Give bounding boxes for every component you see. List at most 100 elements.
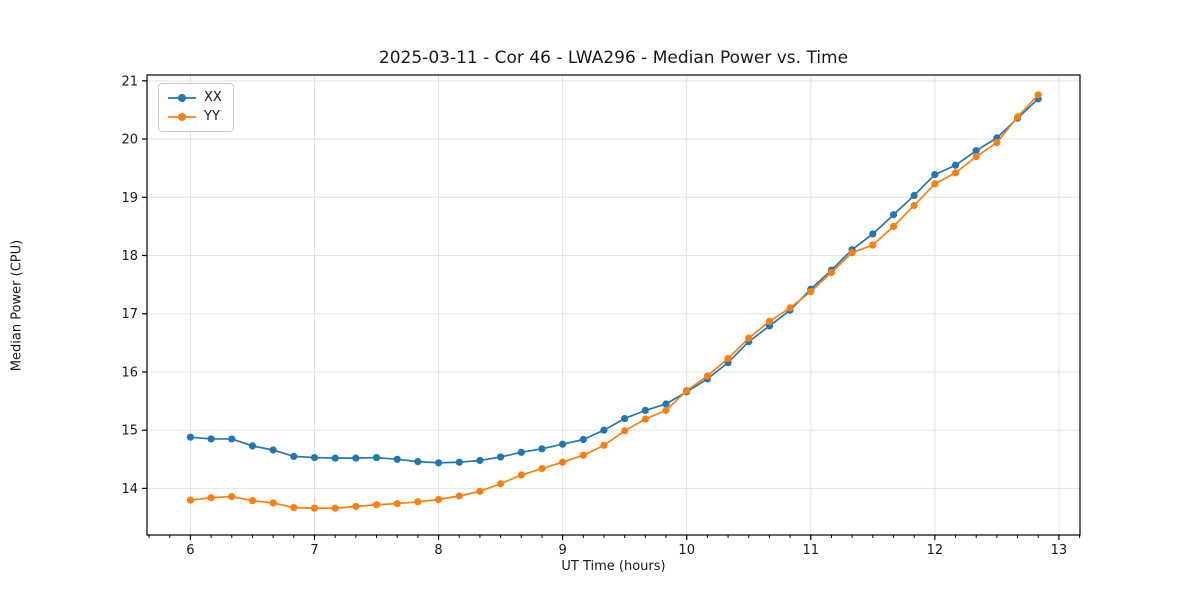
data-point-xx bbox=[331, 454, 339, 462]
series-line-yy bbox=[190, 94, 1039, 510]
legend-line-marker-xx bbox=[168, 93, 196, 102]
data-point-xx bbox=[434, 459, 443, 467]
data-point-yy bbox=[538, 465, 546, 473]
data-point-yy bbox=[869, 241, 877, 249]
x-tick-label: 10 bbox=[678, 543, 695, 558]
x-tick-label: 8 bbox=[434, 543, 442, 558]
data-point-yy bbox=[600, 441, 608, 449]
axes-frame bbox=[146, 74, 1081, 536]
data-point-yy bbox=[414, 498, 422, 506]
gridlines bbox=[147, 75, 1080, 535]
legend-item-xx: XX bbox=[167, 88, 225, 107]
data-point-xx bbox=[496, 453, 505, 461]
data-point-yy bbox=[889, 222, 898, 230]
data-point-xx bbox=[641, 406, 649, 414]
data-point-xx bbox=[972, 147, 980, 155]
legend-item-yy: YY bbox=[167, 107, 225, 126]
data-point-yy bbox=[496, 480, 505, 488]
data-point-yy bbox=[352, 502, 360, 511]
data-point-yy bbox=[372, 501, 381, 509]
data-point-xx bbox=[414, 458, 422, 466]
y-tick-label: 14 bbox=[121, 482, 138, 497]
data-point-yy bbox=[455, 492, 463, 500]
data-point-xx bbox=[290, 452, 298, 460]
x-tick-label: 7 bbox=[310, 543, 318, 558]
y-tick-label: 18 bbox=[121, 249, 138, 264]
data-point-yy bbox=[951, 169, 960, 177]
data-point-xx bbox=[517, 448, 525, 456]
data-point-yy bbox=[310, 504, 319, 512]
data-point-yy bbox=[331, 504, 339, 512]
data-point-xx bbox=[869, 230, 877, 238]
data-point-yy bbox=[745, 334, 753, 342]
chart-title: 2025-03-11 - Cor 46 - LWA296 - Median Po… bbox=[378, 48, 849, 68]
data-point-yy bbox=[765, 317, 774, 325]
x-tick-label: 12 bbox=[927, 543, 944, 558]
y-tick-label: 21 bbox=[121, 74, 138, 89]
data-point-yy bbox=[186, 496, 195, 504]
data-point-yy bbox=[993, 138, 1001, 147]
data-point-yy bbox=[579, 451, 587, 459]
data-point-yy bbox=[827, 268, 836, 276]
y-tick-label: 19 bbox=[121, 191, 138, 206]
x-tick-label: 13 bbox=[1051, 543, 1068, 558]
y-tick-label: 15 bbox=[121, 424, 138, 439]
data-point-yy bbox=[621, 427, 629, 435]
data-point-xx bbox=[455, 458, 463, 466]
data-point-xx bbox=[228, 435, 236, 443]
data-point-yy bbox=[228, 492, 236, 501]
y-tick-label: 17 bbox=[121, 307, 138, 322]
data-point-yy bbox=[269, 499, 277, 507]
legend: XX YY bbox=[158, 83, 234, 132]
data-point-xx bbox=[352, 454, 360, 462]
data-point-yy bbox=[393, 499, 401, 508]
data-point-xx bbox=[889, 211, 898, 219]
data-point-yy bbox=[910, 201, 918, 210]
legend-line-marker-yy bbox=[168, 112, 196, 121]
axis-tick-labels: 6 7 8 9 10 11 12 13 14 15 16 17 18 19 20 21 bbox=[121, 74, 1067, 558]
data-point-xx bbox=[310, 453, 319, 462]
data-point-xx bbox=[579, 435, 587, 444]
data-point-xx bbox=[538, 445, 546, 453]
data-point-yy bbox=[207, 494, 215, 502]
data-point-yy bbox=[559, 458, 567, 466]
data-point-yy bbox=[683, 386, 691, 395]
data-point-xx bbox=[951, 161, 960, 169]
data-point-xx bbox=[621, 414, 629, 423]
data-point-yy bbox=[476, 487, 484, 495]
axis-ticks bbox=[142, 80, 1081, 540]
data-point-yy bbox=[931, 180, 939, 188]
x-axis-label: UT Time (hours) bbox=[561, 559, 666, 574]
data-series bbox=[186, 91, 1042, 512]
data-point-xx bbox=[559, 440, 567, 448]
data-point-yy bbox=[972, 152, 980, 161]
data-point-yy bbox=[1034, 91, 1042, 99]
data-point-yy bbox=[1013, 113, 1022, 121]
data-point-yy bbox=[517, 471, 525, 479]
data-point-yy bbox=[641, 415, 649, 423]
y-tick-label: 20 bbox=[121, 133, 138, 148]
data-point-yy bbox=[290, 504, 298, 512]
x-tick-label: 6 bbox=[186, 543, 194, 558]
data-point-yy bbox=[434, 495, 443, 504]
data-point-xx bbox=[372, 453, 381, 462]
data-point-yy bbox=[848, 248, 856, 257]
data-point-yy bbox=[807, 288, 815, 296]
data-point-xx bbox=[600, 426, 608, 434]
data-point-xx bbox=[186, 433, 195, 441]
y-tick-label: 16 bbox=[121, 365, 138, 380]
legend-label-xx: XX bbox=[204, 90, 222, 105]
data-point-xx bbox=[931, 170, 939, 179]
data-point-xx bbox=[248, 442, 257, 450]
data-point-yy bbox=[703, 372, 712, 380]
x-tick-label: 9 bbox=[558, 543, 566, 558]
data-point-yy bbox=[786, 304, 794, 312]
data-point-xx bbox=[269, 446, 277, 454]
data-point-yy bbox=[662, 406, 670, 414]
data-point-xx bbox=[910, 191, 918, 200]
data-point-yy bbox=[724, 354, 732, 363]
series-line-xx bbox=[190, 98, 1039, 464]
x-tick-label: 11 bbox=[802, 543, 819, 558]
